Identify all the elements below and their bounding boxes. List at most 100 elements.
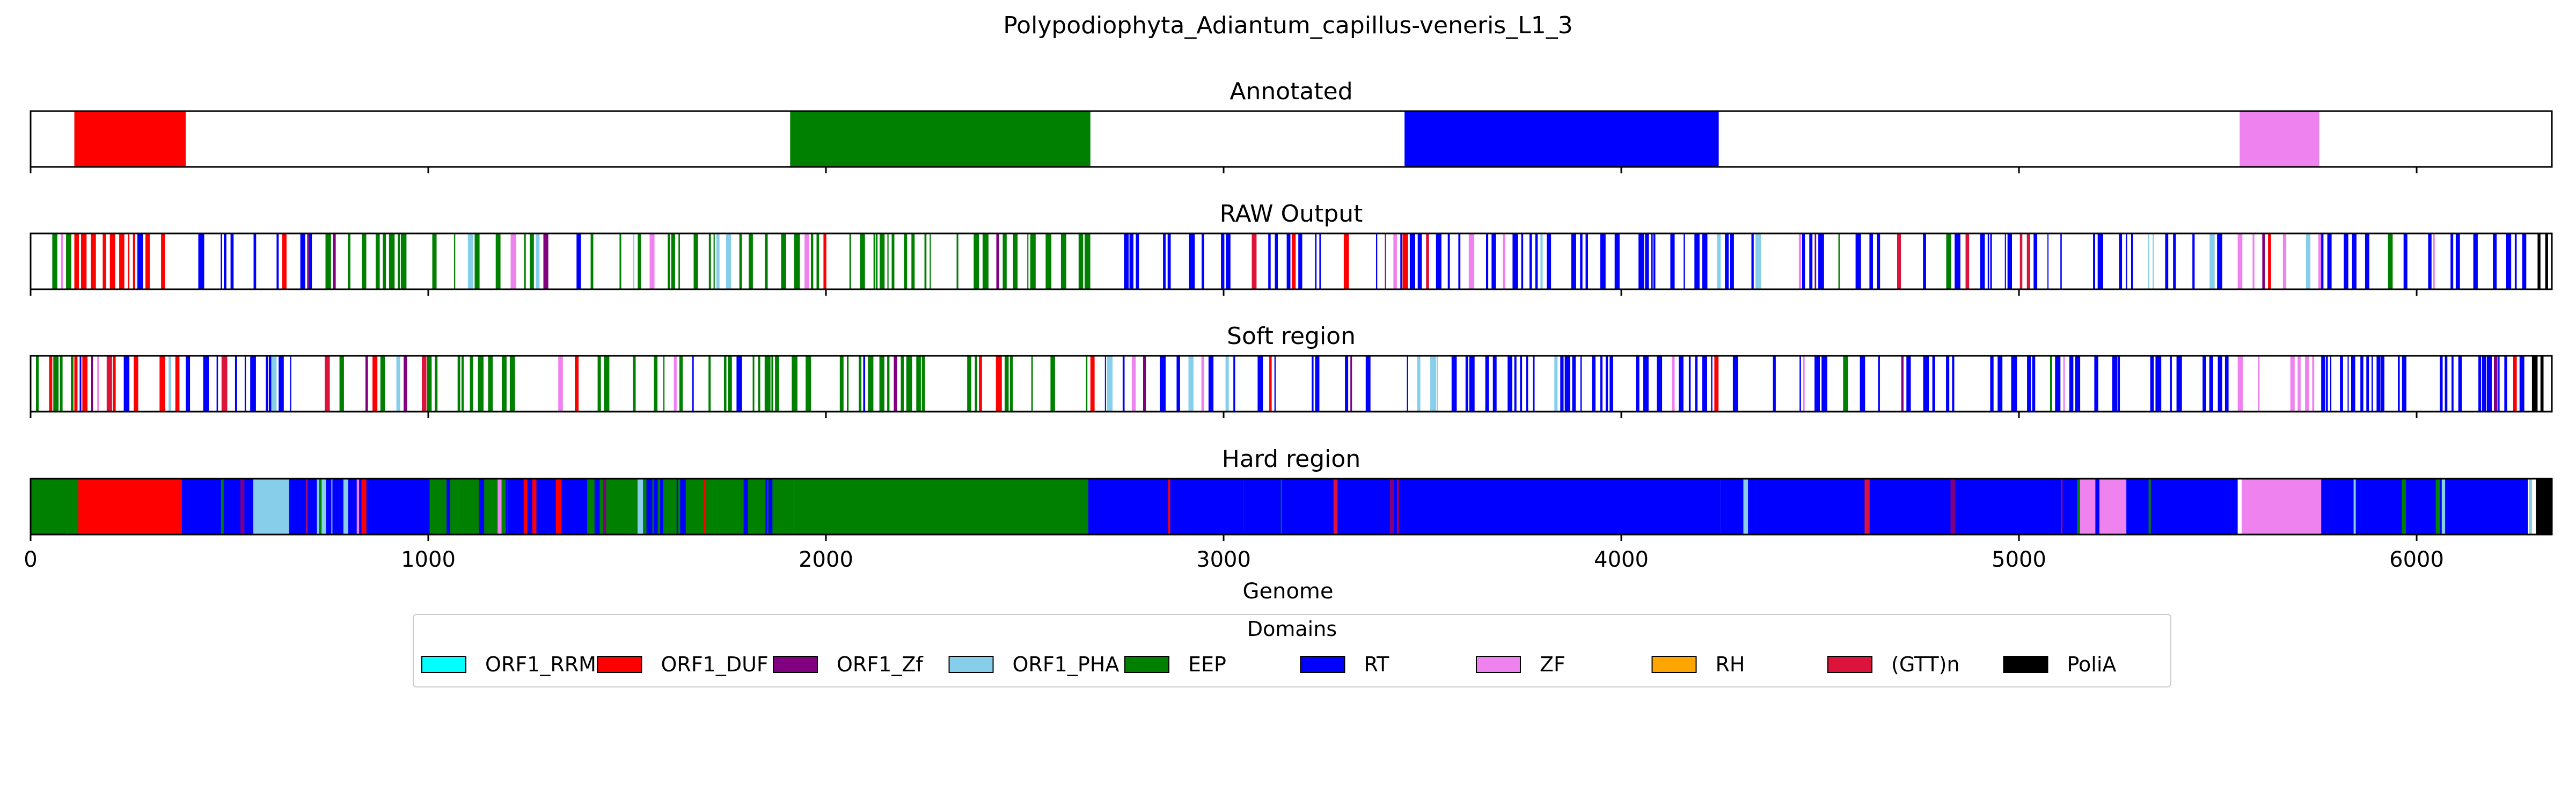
track-1-stripe-4-26 — [1078, 233, 1084, 289]
track-1-stripe-1-1 — [81, 233, 87, 289]
track-2-stripe-0-4 — [71, 356, 74, 412]
track-2-stripe-6-19 — [1592, 356, 1596, 412]
track-2-stripe-7-7 — [1860, 356, 1865, 412]
track-1-stripe-9-14 — [2514, 233, 2517, 289]
track-2-stripe-5-6 — [1160, 356, 1166, 412]
track-2-stripe-8-3 — [2297, 356, 2301, 412]
track-1-stripe-6-1 — [1409, 233, 1415, 289]
track-2-stripe-3-23 — [663, 356, 665, 412]
track-1-stripe-6-30 — [1717, 233, 1721, 289]
legend-entry: ORF1_DUF — [597, 653, 769, 676]
track-1-stripe-3-35 — [749, 233, 753, 289]
track-3-stripe-o3-4 — [2359, 479, 2361, 535]
track-1-stripe-8-3 — [2268, 233, 2271, 289]
track-3-stripe-o0-23 — [489, 479, 494, 535]
track-3-stripe-o0-41 — [765, 479, 767, 535]
x-tick-label: 4000 — [1594, 547, 1649, 572]
track-3-stripe-o1-22 — [1397, 479, 1399, 535]
track-2-stripe-2-7 — [266, 356, 268, 412]
track-2-stripe-4-10 — [901, 356, 904, 412]
legend-label: ZF — [1540, 653, 1565, 676]
track-1: RAW Output — [30, 200, 2553, 296]
track-3-stripe-o2-7 — [1858, 479, 1864, 535]
track-2-stripe-5-5 — [1143, 356, 1146, 412]
track-3-stripe-o2-5 — [1833, 479, 1838, 535]
track-1-stripe-7-24 — [2026, 233, 2030, 289]
track-2-stripe-6-10 — [1514, 356, 1517, 412]
track-2-stripe-1-1 — [79, 356, 82, 412]
track-1-stripe-7-23 — [2019, 233, 2023, 289]
track-1-stripe-1-10 — [161, 233, 165, 289]
track-2-stripe-4-8 — [887, 356, 890, 412]
track-1-stripe-6-10 — [1503, 233, 1505, 289]
track-1-stripe-6-4 — [1436, 233, 1441, 289]
track-2-stripe-1-8 — [134, 356, 138, 412]
track-1-stripe-6-21 — [1614, 233, 1620, 289]
track-2-stripe-6-23 — [1636, 356, 1640, 412]
track-2-stripe-9-18 — [2482, 356, 2486, 412]
track-3-stripe-o1-20 — [1374, 479, 1377, 535]
legend-entry: (GTT)n — [1827, 653, 1960, 676]
track-3-stripe-o1-17 — [1344, 479, 1348, 535]
track-2-stripe-7-8 — [1878, 356, 1880, 412]
track-3-stripe-o2-12 — [1965, 479, 1967, 535]
track-1-stripe-3-22 — [619, 233, 621, 289]
track-3-stripe-o0-36 — [660, 479, 663, 535]
track-2-stripe-9-9 — [2376, 356, 2381, 412]
track-1-stripe-6-19 — [1585, 233, 1588, 289]
track-1-stripe-4-23 — [1030, 233, 1036, 289]
track-3-stripe-o0-37 — [676, 479, 678, 535]
track-3-stripe-o2-3 — [1791, 479, 1794, 535]
track-3-stripe-o0-3 — [240, 479, 245, 535]
track-2-stripe-4-4 — [859, 356, 862, 412]
track-3-stripe-o0-20 — [424, 479, 430, 535]
track-3-stripe-o3-1 — [2336, 479, 2338, 535]
track-2-stripe-7-32 — [2202, 356, 2206, 412]
track-1-stripe-4-25 — [1060, 233, 1066, 289]
track-2-stripe-3-14 — [488, 356, 493, 412]
track-1-stripe-9-13 — [2506, 233, 2512, 289]
track-2-stripe-3-2 — [365, 356, 368, 412]
track-2-stripe-5-2 — [1107, 356, 1113, 412]
track-2-stripe-4-3 — [847, 356, 849, 412]
track-1-stripe-4-9 — [880, 233, 885, 289]
track-1-stripe-5-5 — [1189, 233, 1195, 289]
track-3-segment-orf1_pha — [253, 479, 289, 535]
track-2-stripe-1-0 — [74, 356, 78, 412]
track-1-stripe-5-11 — [1275, 233, 1278, 289]
track-3-stripe-o3-11 — [2430, 479, 2434, 535]
track-2-stripe-2-3 — [221, 356, 228, 412]
track-3-stripe-o2-1 — [1777, 479, 1781, 535]
track-2-stripe-7-16 — [1997, 356, 2003, 412]
track-2-stripe-5-9 — [1201, 356, 1204, 412]
track-1-stripe-8-2 — [2262, 233, 2265, 289]
track-title: Annotated — [1230, 78, 1352, 105]
track-3-stripe-o0-12 — [343, 479, 348, 535]
track-3-stripe-o0-38 — [680, 479, 686, 535]
figure-suptitle: Polypodiophyta_Adiantum_capillus-veneris… — [1003, 12, 1573, 39]
track-2-stripe-6-21 — [1605, 356, 1608, 412]
track-2-stripe-4-21 — [1050, 356, 1055, 412]
track-1-stripe-4-8 — [876, 233, 878, 289]
track-3-stripe-o2-17 — [2065, 479, 2069, 535]
track-3-stripe-o2-11 — [1950, 479, 1955, 535]
track-1-stripe-6-27 — [1684, 233, 1685, 289]
track-1-stripe-3-18 — [536, 233, 540, 289]
track-1-stripe-6-3 — [1426, 233, 1429, 289]
track-1-stripe-7-14 — [1923, 233, 1926, 289]
track-1-stripe-7-8 — [1818, 233, 1824, 289]
track-2-stripe-5-11 — [1225, 356, 1229, 412]
track-1-stripe-9-2 — [2344, 233, 2348, 289]
track-3-segment-eep — [428, 479, 508, 535]
track-2-stripe-5-8 — [1188, 356, 1194, 412]
track-1-stripe-6-15 — [1540, 233, 1543, 289]
track-2-stripe-9-19 — [2486, 356, 2492, 412]
track-2-stripe-6-25 — [1657, 356, 1663, 412]
track-1-stripe-7-13 — [1897, 233, 1901, 289]
track-1-stripe-9-11 — [2473, 233, 2478, 289]
track-2-stripe-8-0 — [2237, 356, 2243, 412]
track-1-stripe-5-19 — [1385, 233, 1386, 289]
track-2-stripe-3-1 — [339, 356, 344, 412]
track-2-stripe-7-4 — [1814, 356, 1820, 412]
track-2-stripe-7-25 — [2094, 356, 2098, 412]
